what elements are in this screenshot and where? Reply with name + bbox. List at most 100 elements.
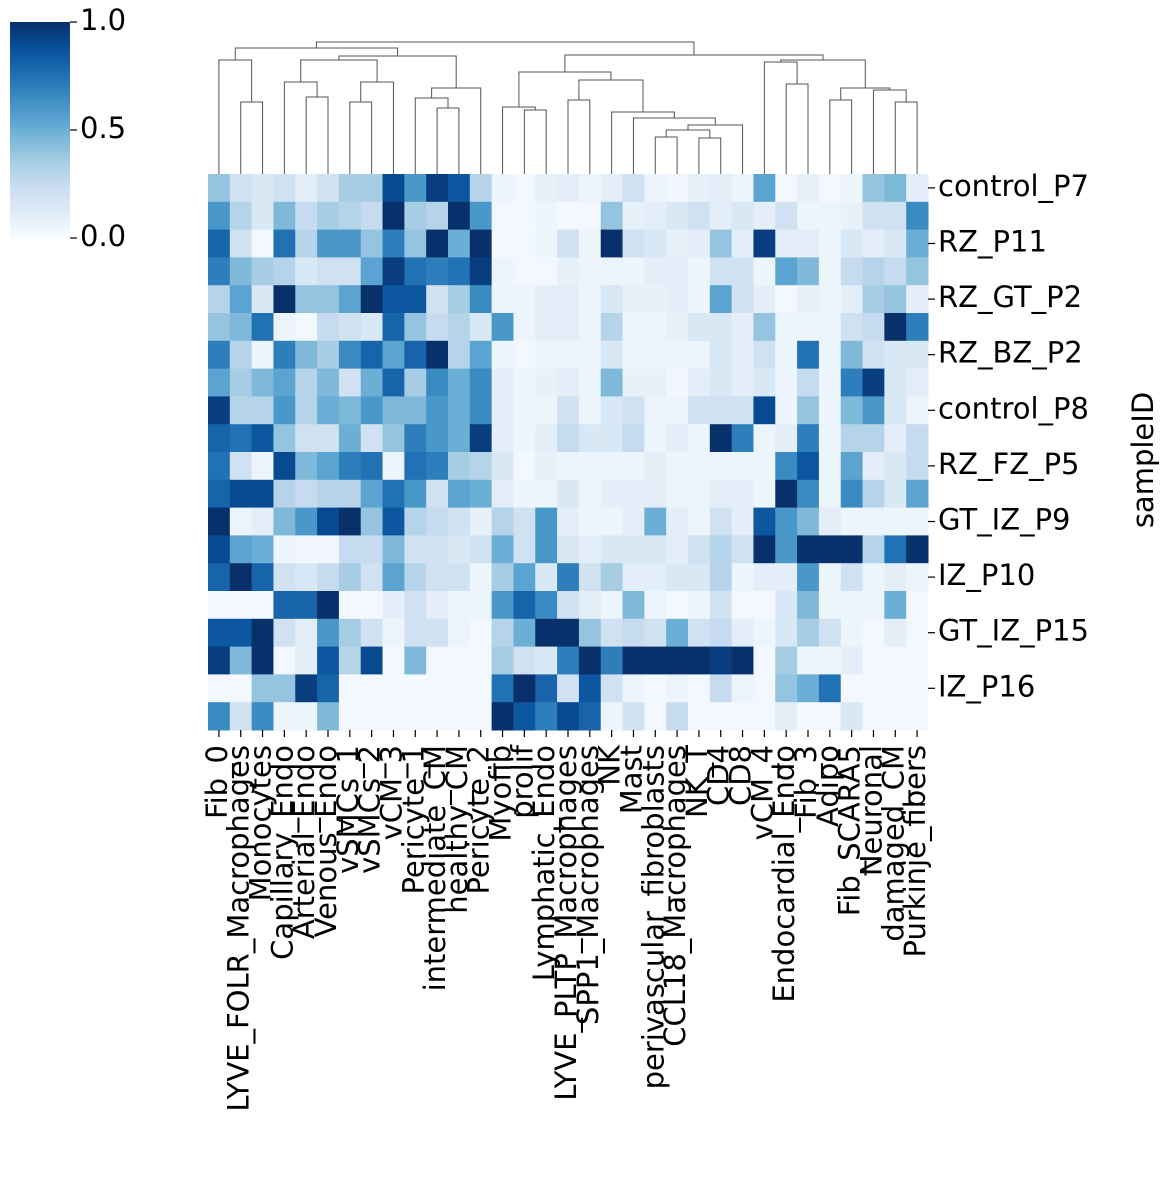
heatmap-cell: [404, 313, 427, 342]
heatmap-cell: [317, 591, 340, 620]
heatmap-cell: [797, 646, 820, 675]
dendrogram-link: [785, 83, 809, 174]
heatmap-cell: [295, 535, 318, 564]
x-tick-label: prolif: [505, 744, 539, 819]
heatmap-cell: [382, 591, 405, 620]
heatmap-cell: [273, 535, 296, 564]
heatmap-cell: [469, 313, 493, 342]
heatmap-cell: [295, 618, 318, 648]
heatmap-cell: [295, 368, 318, 397]
heatmap-cell: [360, 229, 384, 258]
heatmap-cell: [775, 563, 798, 592]
y-tick-label: GT_IZ_P9: [938, 503, 1071, 537]
heatmap-cell: [666, 618, 689, 648]
heatmap-cell: [469, 229, 493, 258]
heatmap-cell: [709, 646, 733, 675]
heatmap-cell: [840, 257, 864, 286]
heatmap-cell: [688, 285, 711, 314]
heatmap-cell: [513, 674, 536, 703]
heatmap-cell: [491, 535, 514, 564]
heatmap-cell: [884, 646, 907, 675]
heatmap-cell: [644, 257, 667, 286]
heatmap-cell: [818, 674, 842, 703]
heatmap-cell: [622, 563, 645, 592]
heatmap-cell: [600, 563, 624, 592]
heatmap-cell: [469, 591, 493, 620]
heatmap-cell: [709, 507, 733, 536]
heatmap-cell: [862, 674, 885, 703]
heatmap-cell: [862, 396, 885, 425]
heatmap-cell: [688, 174, 711, 203]
heatmap-cell: [491, 340, 514, 370]
heatmap-cell: [818, 229, 842, 258]
heatmap-cell: [426, 201, 449, 231]
heatmap-cell: [818, 257, 842, 286]
heatmap-cell: [557, 424, 580, 453]
heatmap-cell: [884, 452, 907, 481]
x-tick-label: Arterial_Endo: [287, 745, 321, 939]
heatmap-cell: [273, 452, 296, 481]
heatmap-cell: [906, 479, 929, 509]
heatmap-cell: [775, 479, 798, 509]
heatmap-cell: [666, 313, 689, 342]
heatmap-cell: [360, 396, 384, 425]
heatmap-cell: [578, 591, 602, 620]
heatmap-cell: [448, 591, 471, 620]
heatmap-cell: [775, 452, 798, 481]
heatmap-cell: [666, 201, 689, 231]
heatmap-cell: [426, 368, 449, 397]
heatmap-cell: [666, 507, 689, 536]
heatmap-cell: [731, 702, 754, 731]
heatmap-cell: [251, 340, 274, 370]
heatmap-cell: [644, 507, 667, 536]
heatmap-cell: [709, 674, 733, 703]
heatmap-cell: [273, 563, 296, 592]
heatmap-cell: [513, 452, 536, 481]
heatmap-cell: [229, 424, 253, 453]
heatmap-cell: [382, 702, 405, 731]
x-tick-label: vCM_3: [374, 745, 408, 840]
heatmap-cell: [578, 674, 602, 703]
heatmap-cell: [862, 229, 885, 258]
heatmap-cell: [840, 229, 864, 258]
heatmap-cell: [666, 368, 689, 397]
heatmap-cell: [229, 340, 253, 370]
heatmap-cell: [797, 174, 820, 203]
heatmap-cell: [600, 285, 624, 314]
heatmap-cell: [229, 674, 253, 703]
column-dendrogram: [218, 41, 918, 174]
y-tick-label: control_P7: [938, 169, 1089, 203]
x-tick-label: SPP1_Macrophages: [571, 745, 605, 1025]
heatmap-cell: [709, 285, 733, 314]
dendrogram-link: [564, 54, 824, 72]
heatmap-cell: [884, 424, 907, 453]
heatmap-cell: [906, 257, 929, 286]
heatmap-cell: [818, 285, 842, 314]
heatmap-cell: [600, 201, 624, 231]
heatmap-cell: [578, 452, 602, 481]
heatmap-cell: [753, 702, 776, 731]
heatmap-cell: [709, 368, 733, 397]
x-tick-label: intermediate_CM: [418, 745, 452, 991]
heatmap-cell: [317, 229, 340, 258]
heatmap-cell: [906, 340, 929, 370]
heatmap-cell: [295, 201, 318, 231]
heatmap-cell: [295, 702, 318, 731]
heatmap-cell: [251, 591, 274, 620]
heatmap-cell: [688, 702, 711, 731]
heatmap-cell: [535, 535, 558, 564]
heatmap-cell: [622, 174, 645, 203]
heatmap-cell: [251, 285, 274, 314]
heatmap-cell: [709, 563, 733, 592]
heatmap-cell: [906, 396, 929, 425]
y-tick-label: control_P8: [938, 391, 1089, 425]
heatmap-cell: [491, 257, 514, 286]
heatmap-cell: [753, 368, 776, 397]
heatmap-cell: [862, 257, 885, 286]
heatmap-cell: [818, 702, 842, 731]
heatmap-cell: [775, 424, 798, 453]
heatmap-cell: [622, 285, 645, 314]
heatmap-cell: [426, 618, 449, 648]
heatmap-cell: [513, 507, 536, 536]
heatmap-cell: [513, 424, 536, 453]
